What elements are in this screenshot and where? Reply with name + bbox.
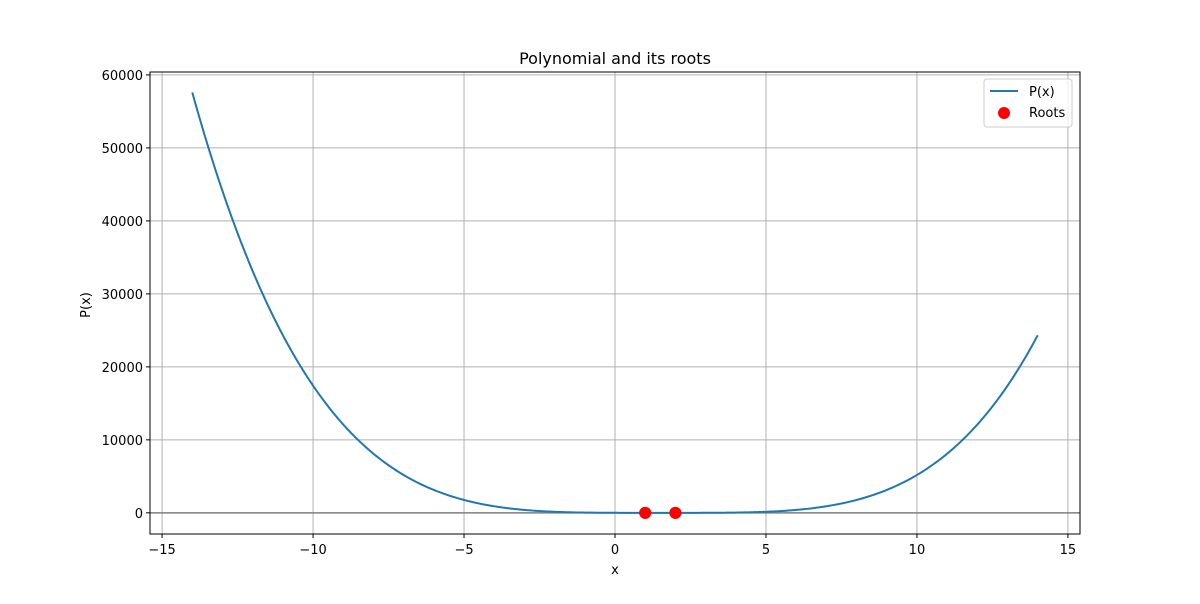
root-point [669,506,682,519]
x-tick-label: 10 [909,543,926,558]
chart-title: Polynomial and its roots [519,49,711,68]
x-tick-label: −10 [299,543,326,558]
y-tick-label: 50000 [102,142,143,157]
y-axis-label: P(x) [79,292,94,318]
legend-label-polynomial: P(x) [1029,85,1055,100]
legend: P(x) Roots [983,78,1073,128]
x-tick-label: −5 [454,543,473,558]
y-tick-label: 10000 [102,434,143,449]
y-tick-label: 0 [135,507,143,522]
y-tick-label: 40000 [102,215,143,230]
root-point [639,506,652,519]
y-axis-ticks: 0 10000 20000 30000 40000 50000 60000 [102,69,150,522]
series-layer [191,92,1039,519]
x-tick-label: 15 [1060,543,1077,558]
legend-label-roots: Roots [1029,106,1065,121]
x-axis-label: x [611,563,619,578]
x-tick-label: −15 [148,543,175,558]
x-axis-ticks: −15 −10 −5 0 5 10 15 [148,534,1076,558]
x-tick-label: 0 [611,543,619,558]
y-tick-label: 20000 [102,361,143,376]
series-line-polynomial [191,92,1039,514]
y-tick-label: 30000 [102,288,143,303]
legend-marker-roots [998,107,1010,119]
x-tick-label: 5 [762,543,770,558]
y-tick-label: 60000 [102,69,143,84]
